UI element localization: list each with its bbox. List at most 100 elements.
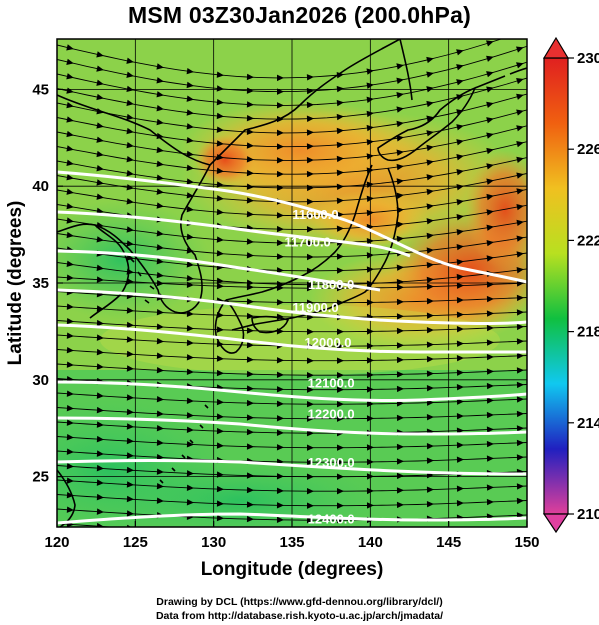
wind-arrow (306, 458, 314, 466)
wind-arrow (156, 63, 164, 70)
wind-arrow (126, 408, 134, 416)
wind-arrow (426, 500, 434, 508)
wind-arrow (486, 55, 494, 62)
wind-arrow (216, 413, 224, 420)
wind-arrow (276, 444, 284, 451)
wind-arrow (516, 188, 524, 195)
wind-arrow (486, 117, 494, 124)
wind-arrow (336, 85, 344, 93)
wind-arrow (126, 184, 134, 191)
wind-arrow (486, 86, 494, 93)
contour-label: 11900.0 (292, 300, 338, 315)
wind-arrow (426, 159, 434, 166)
wind-arrow (96, 305, 104, 312)
wind-arrow (156, 146, 164, 154)
wind-arrow (306, 212, 314, 219)
wind-arrow (126, 365, 134, 372)
wind-arrow (396, 163, 404, 171)
wind-arrow (96, 51, 104, 58)
wind-arrow (516, 156, 524, 163)
wind-arrow (336, 415, 344, 422)
wind-arrow (456, 326, 464, 333)
x-tick-label: 145 (436, 534, 461, 551)
wind-arrow (306, 473, 314, 480)
wind-arrow (216, 85, 224, 92)
wind-arrow (96, 421, 104, 428)
wind-arrow (66, 145, 74, 152)
wind-arrow (276, 429, 284, 436)
wind-arrow (486, 71, 494, 78)
wind-arrow (306, 143, 314, 150)
wind-arrow (366, 68, 374, 75)
wind-arrow (186, 150, 194, 158)
wind-arrow (516, 323, 524, 331)
wind-arrow (156, 258, 164, 265)
wind-arrow (366, 458, 374, 466)
wind-arrow (216, 282, 224, 290)
wind-arrow (427, 530, 434, 536)
wind-arrow (186, 164, 194, 171)
wind-arrow (96, 334, 104, 341)
wind-arrow (516, 309, 524, 316)
x-tick-label: 135 (279, 534, 304, 551)
wind-arrow (336, 473, 344, 480)
wind-arrow (276, 386, 284, 393)
wind-arrow (246, 341, 254, 349)
wind-arrow (126, 321, 134, 329)
wind-arrow (66, 159, 74, 166)
wind-arrow (516, 266, 524, 274)
wind-arrow (216, 355, 224, 362)
wind-arrow (396, 92, 404, 99)
wind-arrow (246, 428, 254, 436)
x-axis-title: Longitude (degrees) (201, 559, 384, 580)
wind-arrow (246, 399, 254, 407)
wind-arrow (516, 62, 524, 69)
wind-arrow (336, 225, 344, 232)
wind-arrow (516, 251, 524, 258)
wind-arrow (366, 487, 374, 495)
wind-arrow (66, 202, 74, 210)
wind-arrow (66, 231, 74, 239)
wind-arrow (396, 264, 404, 271)
wind-arrow (336, 169, 344, 177)
wind-arrow (516, 77, 524, 85)
wind-arrow (366, 110, 374, 118)
wind-arrow (66, 361, 74, 368)
wind-arrow (186, 426, 194, 433)
credit-drawing: Drawing by DCL (https://www.gfd-dennou.o… (156, 596, 443, 608)
wind-arrow (247, 530, 254, 536)
wind-arrow (456, 282, 464, 289)
wind-arrow (336, 328, 344, 335)
wind-arrow (66, 491, 74, 499)
wind-arrow (216, 427, 224, 435)
wind-arrow (366, 96, 374, 103)
wind-arrow (156, 118, 164, 126)
wind-arrow (96, 493, 104, 501)
wind-arrow (246, 87, 254, 94)
wind-arrow (456, 311, 464, 318)
wind-arrow (456, 243, 464, 251)
wind-arrow (246, 128, 254, 136)
wind-arrow (186, 281, 194, 288)
wind-arrow (126, 466, 134, 474)
wind-arrow (396, 342, 404, 349)
wind-arrow (276, 157, 284, 164)
colorbar-label: 210 (577, 506, 599, 523)
wind-arrow (216, 369, 224, 377)
wind-arrow (186, 275, 194, 282)
coastlines (57, 39, 527, 527)
wind-arrow (426, 56, 434, 64)
wind-arrow (186, 397, 194, 404)
wind-arrow (486, 484, 494, 491)
wind-arrow (456, 273, 464, 281)
wind-arrow (516, 497, 524, 505)
wind-arrow (276, 184, 284, 192)
wind-arrow (66, 130, 74, 138)
wind-arrow (186, 136, 194, 144)
wind-arrow (306, 444, 314, 451)
contour-label: 11800.0 (308, 277, 354, 292)
wind-arrow (186, 123, 194, 130)
wind-arrow (246, 197, 254, 204)
colorbar-max-triangle (542, 36, 570, 59)
wind-arrow (516, 219, 524, 227)
